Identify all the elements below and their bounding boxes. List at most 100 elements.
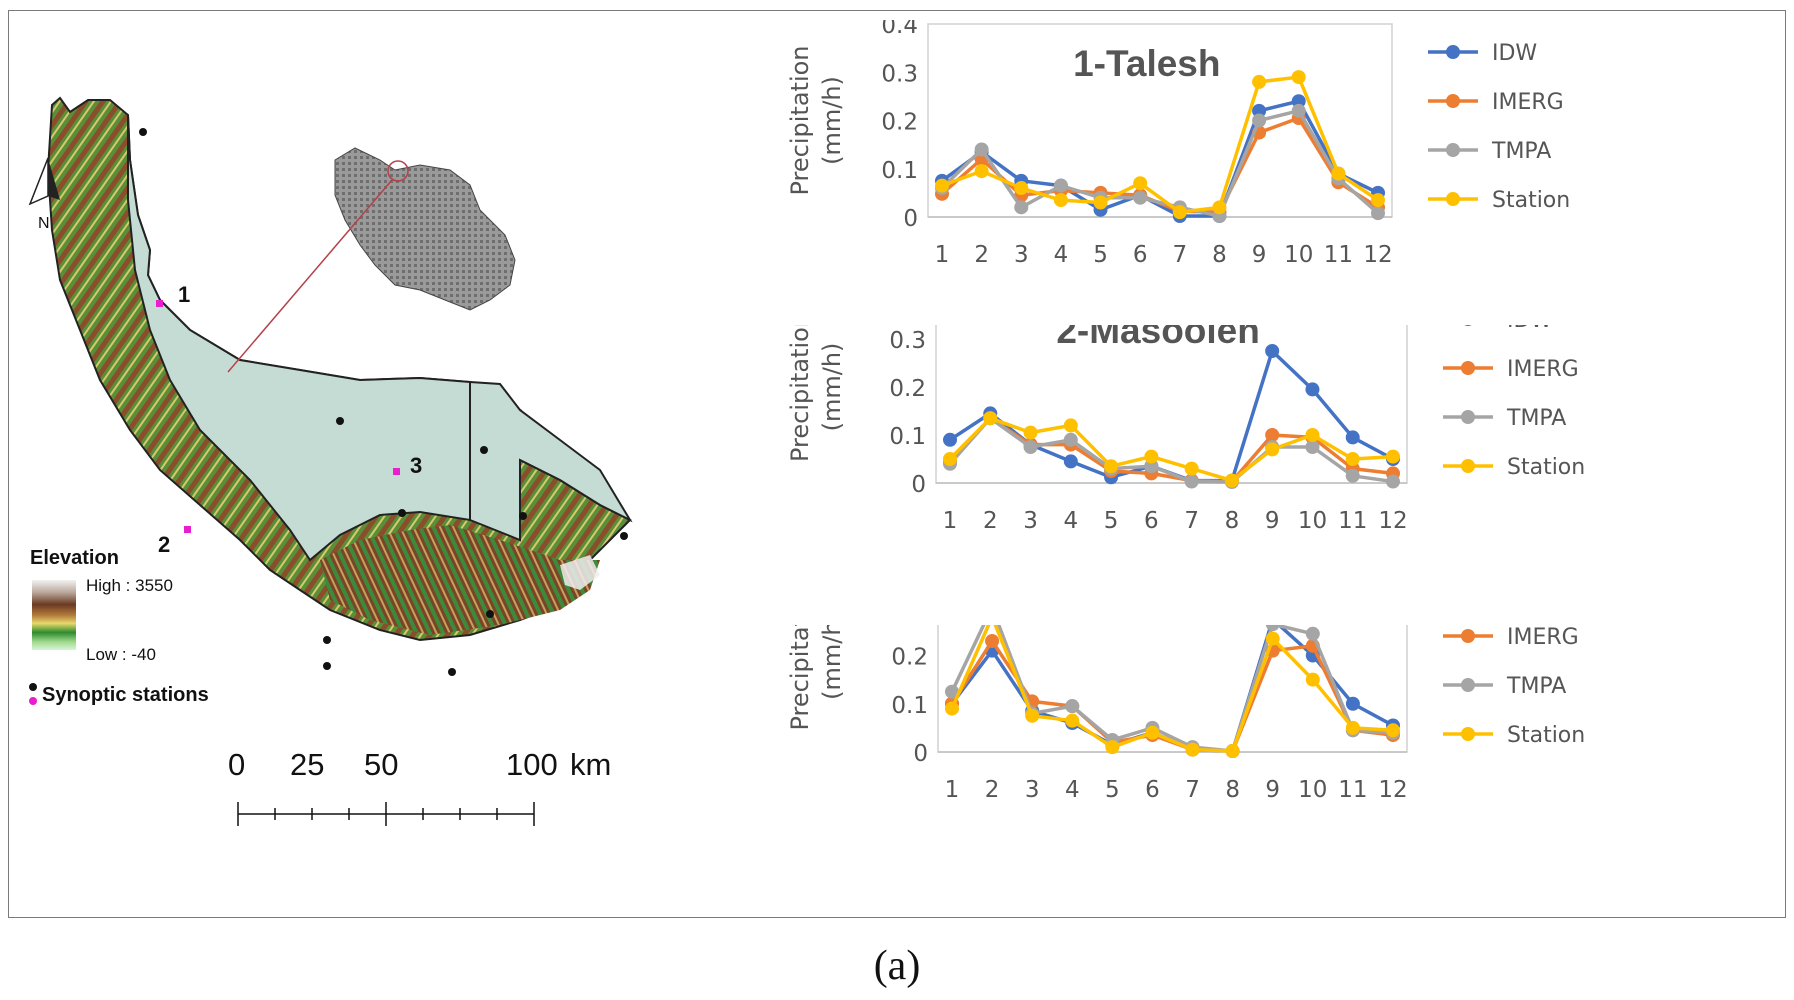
station-point [486, 610, 494, 618]
data-point-tmpa [1133, 190, 1148, 205]
scale-label-100: 100 [506, 747, 558, 782]
data-point-imerg [1265, 428, 1280, 442]
x-tick-label: 9 [1265, 508, 1280, 534]
legend-label: Station [1507, 455, 1585, 480]
data-point-idw [1265, 344, 1280, 358]
x-tick-label: 11 [1338, 508, 1367, 534]
data-point-station [1331, 166, 1346, 181]
data-point-station [1023, 425, 1038, 440]
x-tick-label: 8 [1212, 242, 1227, 268]
synoptic-stations [139, 128, 628, 676]
y-tick-label: 0.1 [881, 158, 918, 184]
legend-label: TMPA [1491, 139, 1551, 164]
data-point-station [1265, 631, 1280, 646]
x-tick-label: 5 [1104, 508, 1119, 534]
data-point-station [1025, 708, 1040, 723]
data-point-tmpa [1345, 468, 1360, 483]
chart-title: 1-Talesh [1073, 43, 1220, 84]
y-axis-label: (mm/h) [818, 625, 846, 700]
data-point-station [1185, 742, 1200, 757]
data-point-station [1345, 720, 1360, 735]
data-point-station [974, 164, 989, 179]
y-tick-label: 0.1 [889, 424, 926, 450]
data-point-station [1053, 193, 1068, 208]
data-point-station [1305, 672, 1320, 687]
x-tick-label: 12 [1378, 508, 1407, 534]
x-tick-label: 4 [1054, 242, 1069, 268]
x-tick-label: 9 [1265, 777, 1280, 803]
series-line-tmpa [940, 109, 1380, 218]
y-tick-label: 0.2 [889, 376, 926, 402]
x-tick-label: 8 [1225, 508, 1240, 534]
station-point [480, 446, 488, 454]
x-tick-label: 8 [1225, 777, 1240, 803]
data-point-imerg [985, 634, 1000, 649]
x-tick-label: 12 [1363, 242, 1392, 268]
data-point-station [935, 178, 949, 193]
north-label: N [38, 215, 50, 232]
data-point-tmpa [1065, 699, 1080, 714]
y-tick-label: 0.4 [881, 20, 918, 39]
scale-unit: km [570, 747, 611, 782]
x-tick-label: 7 [1184, 508, 1199, 534]
scale-label-25: 25 [290, 747, 324, 782]
x-tick-label: 10 [1298, 777, 1327, 803]
inset-leader-line [227, 179, 393, 373]
x-tick-label: 2 [985, 777, 1000, 803]
x-tick-label: 2 [983, 508, 998, 534]
y-tick-label: 0.1 [891, 693, 928, 719]
x-tick-label: 11 [1324, 242, 1353, 268]
data-point-station [1144, 449, 1159, 464]
study-sites [156, 300, 400, 533]
station-point [323, 662, 331, 670]
x-tick-label: 11 [1338, 777, 1367, 803]
station-point [620, 532, 628, 540]
station-point [139, 128, 147, 136]
site-marker-2 [184, 526, 191, 533]
x-tick-label: 3 [1025, 777, 1040, 803]
legend-marker [1461, 361, 1475, 375]
chart-masooleh: 00.10.20.30.4123456789101112Precipitatio… [786, 325, 1585, 534]
y-tick-label: 0.2 [891, 645, 928, 671]
legend-label: IDW [1492, 41, 1537, 66]
x-tick-label: 4 [1063, 508, 1078, 534]
data-point-tmpa [1305, 440, 1320, 454]
x-tick-label: 5 [1105, 777, 1120, 803]
site-label-2: 2 [158, 532, 170, 557]
y-tick-label: 0.2 [881, 110, 918, 136]
legend-marker [1461, 727, 1475, 741]
data-point-idw [1252, 103, 1267, 118]
site-marker-3 [393, 468, 400, 475]
data-point-station [1172, 205, 1187, 220]
data-point-station [1386, 449, 1400, 464]
y-tick-label: 0.3 [881, 61, 918, 87]
x-tick-label: 1 [935, 242, 950, 268]
x-tick-label: 9 [1252, 242, 1267, 268]
x-tick-label: 4 [1065, 777, 1080, 803]
legend-marker [1461, 459, 1475, 473]
station-point [336, 417, 344, 425]
data-point-tmpa [1053, 178, 1068, 193]
data-point-tmpa [945, 684, 959, 699]
legend-marker [1461, 629, 1475, 643]
data-point-idw [1291, 94, 1306, 109]
series-line-station [941, 75, 1379, 214]
x-tick-label: 3 [1023, 508, 1038, 534]
y-axis-label: (mm/h) [818, 343, 846, 432]
x-tick-label: 1 [943, 508, 958, 534]
x-tick-label: 5 [1093, 242, 1108, 268]
inset-highlight-circle [387, 160, 409, 182]
data-point-station [1291, 70, 1306, 85]
x-tick-label: 12 [1378, 777, 1407, 803]
station-point [519, 512, 527, 520]
legend-marker [1446, 94, 1460, 108]
legend-marker [1461, 410, 1475, 424]
data-point-idw [1345, 430, 1360, 445]
figure-caption: (a) [873, 943, 921, 989]
legend-label: Station [1507, 723, 1585, 748]
data-point-station [1133, 176, 1148, 191]
legend-station-black-dot [29, 683, 37, 691]
station-point [323, 636, 331, 644]
legend-station-pink-dot [29, 697, 37, 705]
data-point-station [1184, 461, 1199, 476]
